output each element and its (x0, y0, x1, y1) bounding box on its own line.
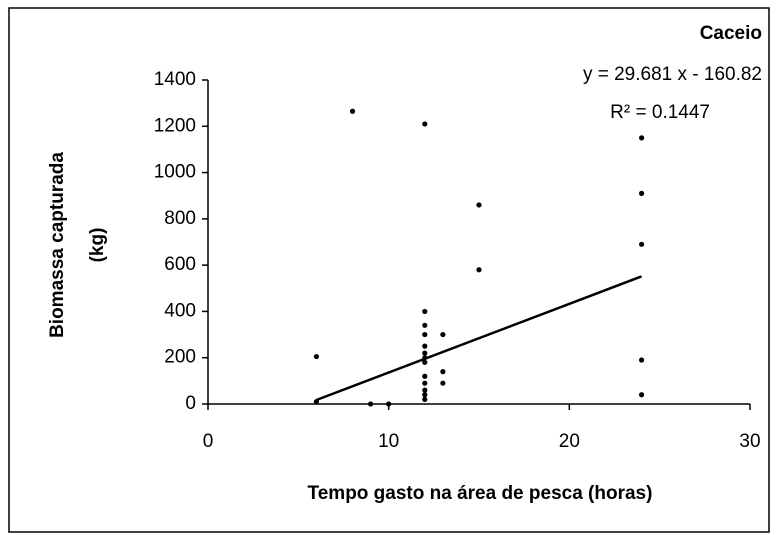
frame (8, 7, 770, 533)
y-axis-title: (kg) (87, 228, 108, 263)
point (313, 353, 319, 360)
y-tick-label: 1200 (154, 115, 196, 136)
point (422, 380, 428, 386)
point (422, 359, 428, 365)
point (422, 392, 428, 398)
y-tick-label: 400 (164, 300, 196, 321)
x-tick-label: 10 (378, 431, 399, 452)
x-tick-label: 0 (203, 431, 214, 452)
x-axis-title: Tempo gasto na área de pesca (horas) (308, 483, 653, 504)
y-tick-label: 1000 (154, 162, 196, 183)
point (639, 241, 645, 247)
point (422, 396, 428, 402)
point (476, 202, 482, 208)
point (386, 401, 392, 407)
x-tick-label: 30 (739, 431, 760, 452)
point (440, 331, 446, 338)
y-tick-label: 1400 (154, 69, 196, 90)
point (422, 355, 428, 361)
y-tick-label: 800 (164, 208, 196, 229)
point (639, 190, 645, 196)
y-axis-title: Biomassa capturada (47, 152, 68, 338)
point (349, 108, 356, 114)
point (422, 350, 428, 356)
point (422, 322, 428, 328)
point (422, 331, 428, 338)
point (422, 308, 428, 315)
point (422, 373, 428, 379)
chart-title: Caceio (700, 23, 762, 44)
point (639, 357, 645, 363)
y-tick-label: 600 (164, 254, 196, 275)
trend-equation: y = 29.681 x - 160.82 (583, 64, 762, 85)
point (639, 392, 645, 398)
point (422, 343, 428, 349)
point (639, 135, 645, 141)
point (440, 380, 446, 386)
point (440, 369, 446, 375)
trend-r2: R² = 0.1447 (610, 102, 710, 123)
point (313, 399, 319, 405)
point (476, 267, 482, 273)
y-tick-label: 200 (164, 347, 196, 368)
point (422, 387, 428, 393)
point (368, 401, 374, 407)
trendline (315, 275, 643, 402)
point (422, 121, 428, 127)
x-tick-label: 20 (559, 431, 580, 452)
y-tick-label: 0 (185, 393, 196, 414)
